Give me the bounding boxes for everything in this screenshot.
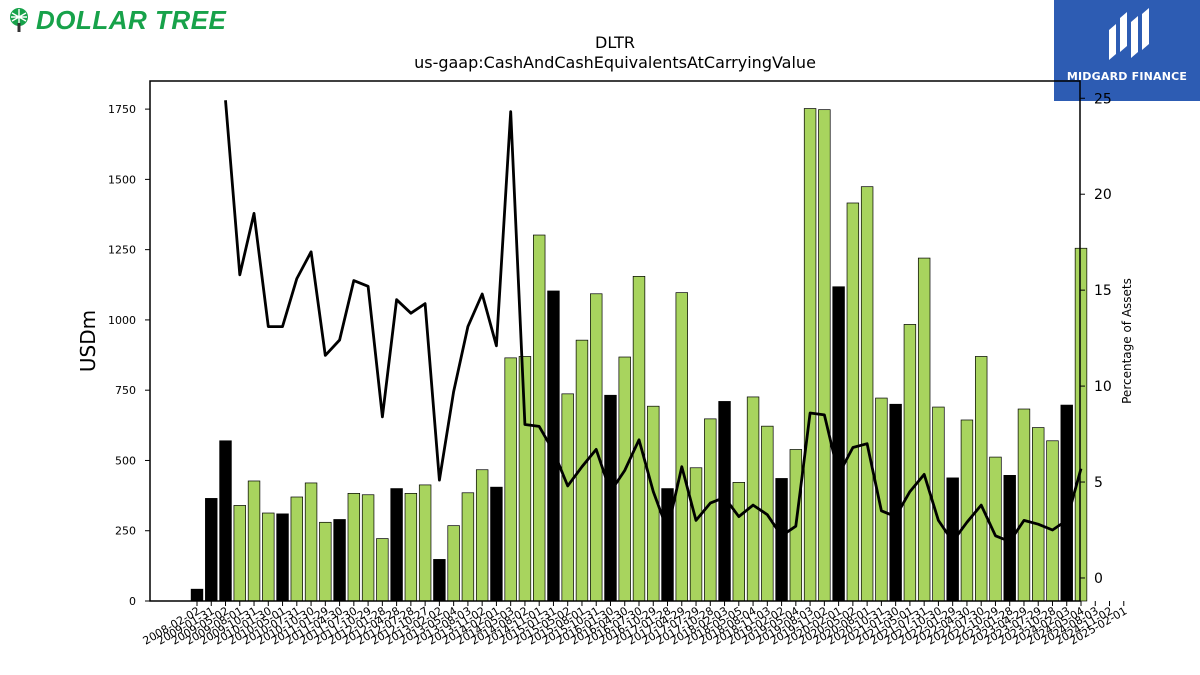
y2-tick-label: 15 — [1094, 283, 1112, 299]
bar — [262, 512, 275, 602]
bar — [846, 202, 860, 602]
bar — [604, 394, 617, 602]
bar — [832, 286, 845, 602]
plot-frame — [149, 80, 1081, 602]
bar — [504, 357, 517, 602]
bar — [675, 292, 688, 602]
bar — [1017, 408, 1031, 602]
bar — [818, 109, 831, 602]
y-axis-label: USDm — [76, 310, 100, 372]
bar — [732, 482, 746, 602]
bar — [219, 440, 232, 602]
y2-axis-label: Percentage of Assets — [1120, 278, 1134, 404]
bar — [1003, 475, 1016, 602]
bar — [347, 492, 361, 602]
bar — [247, 480, 261, 602]
bar — [960, 419, 974, 602]
bar — [532, 234, 546, 602]
midgard-finance-logo-text: MIDGARD FINANCE — [1066, 70, 1188, 83]
bar — [889, 403, 902, 602]
y-tick-label: 750 — [115, 384, 136, 397]
bar — [1046, 440, 1059, 602]
bar — [205, 498, 218, 602]
y-tick-label: 1250 — [108, 244, 136, 257]
bar — [775, 478, 788, 602]
bar — [661, 488, 674, 602]
bar — [903, 324, 917, 602]
y2-tick-label: 5 — [1094, 475, 1103, 491]
bar — [233, 505, 246, 602]
dollar-tree-logo-text: DOLLAR TREE — [36, 4, 227, 35]
bar — [917, 257, 931, 602]
bar — [475, 469, 489, 602]
bar — [689, 467, 703, 602]
y2-tick-label: 0 — [1094, 571, 1103, 587]
bar — [418, 484, 432, 602]
axes-layer: 0250500750100012501500175005101520252008… — [108, 80, 1129, 648]
bar — [447, 525, 460, 602]
chart-title: DLTR — [595, 33, 635, 52]
bar — [361, 494, 375, 602]
bar — [404, 492, 418, 602]
bar — [461, 492, 475, 602]
y-tick-label: 1500 — [108, 173, 136, 186]
series-line — [224, 100, 1083, 543]
bar — [860, 186, 874, 602]
bar — [190, 588, 204, 602]
bar — [433, 559, 446, 602]
bar — [390, 488, 403, 602]
y2-tick-label: 10 — [1094, 379, 1112, 395]
bar — [746, 396, 760, 602]
y-tick-label: 250 — [115, 525, 136, 538]
bar — [518, 356, 532, 602]
bar — [1074, 247, 1088, 602]
bar — [875, 397, 888, 602]
bars-layer — [190, 108, 1088, 602]
bar — [290, 496, 304, 602]
bar — [974, 356, 988, 602]
y-tick-label: 500 — [115, 454, 136, 467]
bar — [561, 393, 574, 602]
bar — [304, 482, 318, 602]
bar — [276, 513, 289, 602]
midgard-emblem-icon — [1109, 8, 1149, 60]
bar — [1032, 427, 1045, 602]
y-tick-label: 0 — [129, 595, 136, 608]
bar — [333, 519, 346, 602]
y-tick-label: 1750 — [108, 103, 136, 116]
tree-icon — [10, 8, 28, 32]
midgard-finance-logo: MIDGARD FINANCE — [1054, 0, 1200, 101]
y-tick-label: 1000 — [108, 314, 136, 327]
dollar-tree-logo: DOLLAR TREE — [6, 4, 226, 36]
y2-tick-label: 20 — [1094, 187, 1112, 203]
bar — [590, 293, 603, 602]
bar — [376, 538, 389, 602]
chart-subtitle: us-gaap:CashAndCashEquivalentsAtCarrying… — [414, 53, 816, 72]
bar — [319, 521, 332, 602]
bar — [803, 108, 817, 602]
bar — [490, 486, 503, 602]
line-layer — [224, 100, 1083, 543]
y2-tick-label: 25 — [1094, 91, 1112, 107]
